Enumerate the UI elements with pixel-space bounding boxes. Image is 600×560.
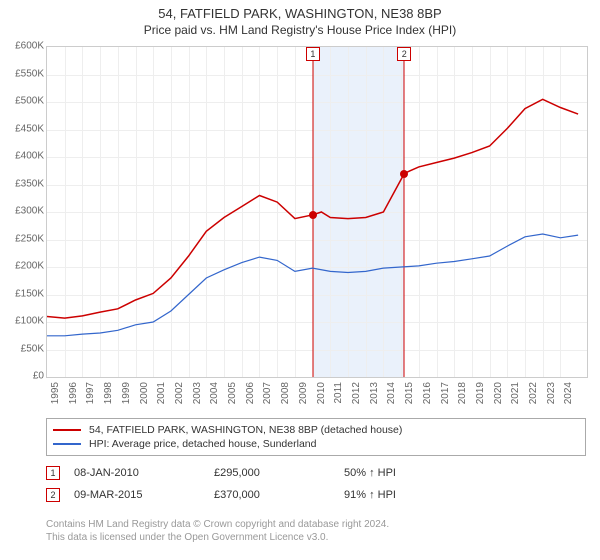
sales-table: 1 08-JAN-2010£295,00050% ↑ HPI 2 09-MAR-201… xyxy=(46,462,586,506)
y-tick-label: £500K xyxy=(4,96,44,107)
legend-label: 54, FATFIELD PARK, WASHINGTON, NE38 8BP … xyxy=(89,424,402,436)
y-tick-label: £600K xyxy=(4,41,44,52)
y-tick-label: £250K xyxy=(4,233,44,244)
chart-legend: 54, FATFIELD PARK, WASHINGTON, NE38 8BP … xyxy=(46,418,586,456)
legend-label: HPI: Average price, detached house, Sund… xyxy=(89,438,316,450)
sales-pct: 50% ↑ HPI xyxy=(344,467,474,479)
y-tick-label: £400K xyxy=(4,151,44,162)
legend-item: 54, FATFIELD PARK, WASHINGTON, NE38 8BP … xyxy=(53,423,579,437)
series-property xyxy=(47,99,578,318)
x-tick-label: 2019 xyxy=(475,382,486,412)
sales-price: £370,000 xyxy=(214,489,344,501)
x-tick-label: 2004 xyxy=(209,382,220,412)
legend-item: HPI: Average price, detached house, Sund… xyxy=(53,437,579,451)
x-tick-label: 2024 xyxy=(563,382,574,412)
x-tick-label: 2005 xyxy=(227,382,238,412)
x-tick-label: 2016 xyxy=(422,382,433,412)
y-tick-label: £200K xyxy=(4,261,44,272)
x-tick-label: 2012 xyxy=(351,382,362,412)
x-tick-label: 2003 xyxy=(192,382,203,412)
x-tick-label: 1995 xyxy=(50,382,61,412)
x-tick-label: 2014 xyxy=(386,382,397,412)
page-subtitle: Price paid vs. HM Land Registry's House … xyxy=(0,21,600,37)
series-hpi xyxy=(47,234,578,336)
legend-swatch xyxy=(53,429,81,431)
y-tick-label: £50K xyxy=(4,343,44,354)
footer-line2: This data is licensed under the Open Gov… xyxy=(46,531,586,544)
x-tick-label: 2007 xyxy=(262,382,273,412)
x-tick-label: 2020 xyxy=(493,382,504,412)
x-tick-label: 2018 xyxy=(457,382,468,412)
y-tick-label: £550K xyxy=(4,68,44,79)
x-tick-label: 2010 xyxy=(316,382,327,412)
x-tick-label: 2023 xyxy=(546,382,557,412)
y-tick-label: £350K xyxy=(4,178,44,189)
legend-swatch xyxy=(53,443,81,445)
x-tick-label: 2001 xyxy=(156,382,167,412)
sales-marker: 1 xyxy=(46,466,60,480)
y-tick-label: £150K xyxy=(4,288,44,299)
x-tick-label: 2000 xyxy=(139,382,150,412)
sales-marker: 2 xyxy=(46,488,60,502)
x-tick-label: 2009 xyxy=(298,382,309,412)
x-tick-label: 1997 xyxy=(85,382,96,412)
sales-date: 08-JAN-2010 xyxy=(74,467,214,479)
x-tick-label: 2013 xyxy=(369,382,380,412)
sales-row: 1 08-JAN-2010£295,00050% ↑ HPI xyxy=(46,462,586,484)
sales-row: 2 09-MAR-2015£370,00091% ↑ HPI xyxy=(46,484,586,506)
price-chart: 12 xyxy=(46,46,588,378)
x-tick-label: 2017 xyxy=(440,382,451,412)
x-tick-label: 2006 xyxy=(245,382,256,412)
y-tick-label: £450K xyxy=(4,123,44,134)
y-tick-label: £0 xyxy=(4,371,44,382)
sales-date: 09-MAR-2015 xyxy=(74,489,214,501)
x-tick-label: 2022 xyxy=(528,382,539,412)
page-title: 54, FATFIELD PARK, WASHINGTON, NE38 8BP xyxy=(0,0,600,21)
x-tick-label: 2008 xyxy=(280,382,291,412)
sales-price: £295,000 xyxy=(214,467,344,479)
y-tick-label: £300K xyxy=(4,206,44,217)
x-tick-label: 1996 xyxy=(68,382,79,412)
y-tick-label: £100K xyxy=(4,316,44,327)
sales-pct: 91% ↑ HPI xyxy=(344,489,474,501)
x-tick-label: 1998 xyxy=(103,382,114,412)
x-tick-label: 2011 xyxy=(333,382,344,412)
footer-attribution: Contains HM Land Registry data © Crown c… xyxy=(46,518,586,544)
x-tick-label: 2021 xyxy=(510,382,521,412)
x-tick-label: 1999 xyxy=(121,382,132,412)
footer-line1: Contains HM Land Registry data © Crown c… xyxy=(46,518,586,531)
x-tick-label: 2015 xyxy=(404,382,415,412)
x-tick-label: 2002 xyxy=(174,382,185,412)
